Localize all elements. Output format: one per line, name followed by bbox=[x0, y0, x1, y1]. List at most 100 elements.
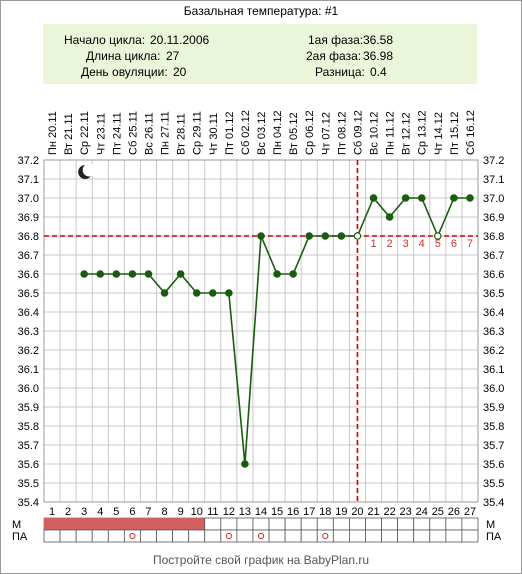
pa-cell bbox=[59, 529, 77, 543]
date-label: Пн 20.11 bbox=[47, 111, 59, 155]
day-number-label: 24 bbox=[416, 506, 428, 518]
temperature-point bbox=[160, 289, 169, 297]
pa-mark bbox=[225, 532, 232, 540]
temperature-point bbox=[208, 289, 217, 297]
post-ovulation-day-label: 3 bbox=[403, 238, 409, 250]
moon-icon-cutout bbox=[82, 163, 96, 177]
date-label: Вт 12.12 bbox=[401, 112, 413, 155]
post-ovulation-day-label: 4 bbox=[419, 238, 425, 250]
menses-cell-filled bbox=[75, 517, 93, 531]
menses-cell bbox=[268, 517, 286, 531]
date-label: Ср 13.12 bbox=[417, 110, 429, 155]
day-number-label: 12 bbox=[223, 506, 235, 518]
menses-cell bbox=[316, 517, 334, 531]
date-label: Сб 09.12 bbox=[352, 110, 364, 155]
y-tick-label-right: 36.8 bbox=[483, 231, 504, 243]
pa-cell bbox=[300, 529, 318, 543]
menses-cell bbox=[236, 517, 254, 531]
pa-mark bbox=[129, 532, 136, 540]
pa-cell bbox=[204, 529, 222, 543]
pa-cell bbox=[316, 529, 334, 543]
y-tick-label-right: 36.1 bbox=[483, 364, 504, 376]
menses-cell-filled bbox=[123, 517, 141, 531]
post-ovulation-day-label: 6 bbox=[451, 238, 457, 250]
temperature-point bbox=[241, 460, 249, 468]
y-tick-label-left: 35.8 bbox=[18, 421, 39, 433]
day-number-label: 26 bbox=[448, 506, 460, 518]
pa-mark bbox=[257, 532, 265, 540]
menses-cell bbox=[413, 517, 431, 531]
pa-cell bbox=[332, 529, 350, 543]
pa-cell bbox=[107, 529, 125, 543]
menses-cell bbox=[332, 517, 350, 531]
y-tick-label-right: 35.7 bbox=[483, 440, 504, 452]
menses-cell bbox=[300, 517, 318, 531]
cycle-length-value: 27 bbox=[166, 49, 180, 63]
date-label: Сб 16.12 bbox=[465, 110, 477, 155]
menses-cell bbox=[365, 517, 382, 531]
footer-link[interactable]: Постройте свой график на BabyPlan.ru bbox=[152, 553, 370, 567]
day-number-label: 5 bbox=[113, 506, 119, 518]
menses-cell bbox=[220, 517, 238, 531]
post-ovulation-day-label: 1 bbox=[370, 238, 376, 250]
y-tick-label-left: 37.0 bbox=[18, 193, 39, 205]
date-label: Ср 29.11 bbox=[192, 111, 204, 155]
ovulation-day-value: 20 bbox=[173, 65, 187, 79]
temperature-point bbox=[128, 270, 137, 278]
menses-cell bbox=[429, 517, 447, 531]
pa-cell bbox=[413, 529, 431, 543]
temperature-point bbox=[417, 194, 426, 202]
y-tick-label-left: 36.1 bbox=[18, 364, 39, 376]
day-number-label: 19 bbox=[335, 506, 347, 518]
pa-cell bbox=[140, 529, 157, 543]
y-tick-label-left: 37.1 bbox=[18, 174, 39, 186]
chart-title: Базальная температура: #1 bbox=[183, 4, 339, 18]
pa-cell bbox=[252, 529, 270, 543]
y-tick-label-right: 36.7 bbox=[483, 250, 504, 262]
difference-value: 0.4 bbox=[370, 65, 387, 79]
menses-cell bbox=[349, 517, 366, 531]
phase2-label: 2ая фаза: bbox=[306, 49, 362, 63]
y-tick-label-left: 37.2 bbox=[18, 155, 39, 167]
day-number-label: 13 bbox=[239, 506, 251, 518]
temperature-point bbox=[225, 289, 233, 297]
pa-cell bbox=[91, 529, 109, 543]
pa-cell bbox=[349, 529, 366, 543]
y-tick-label-right: 36.3 bbox=[483, 326, 504, 338]
date-label: Чт 23.11 bbox=[95, 113, 107, 155]
day-number-label: 18 bbox=[319, 506, 331, 518]
day-number-label: 11 bbox=[207, 506, 218, 518]
y-tick-label-right: 36.4 bbox=[483, 307, 504, 319]
temperature-point bbox=[401, 194, 410, 202]
temperature-point bbox=[112, 270, 121, 278]
date-label: Чт 07.12 bbox=[320, 112, 332, 155]
y-tick-label-right: 35.4 bbox=[483, 497, 504, 509]
temperature-point bbox=[450, 194, 458, 202]
y-tick-label-left: 36.0 bbox=[18, 383, 39, 395]
day-number-label: 17 bbox=[303, 506, 315, 518]
day-number-label: 1 bbox=[49, 506, 55, 518]
temperature-point bbox=[192, 289, 201, 297]
day-number-label: 16 bbox=[287, 506, 299, 518]
plot-area-border bbox=[43, 159, 479, 503]
y-tick-label-left: 35.6 bbox=[18, 459, 39, 471]
day-number-label: 22 bbox=[383, 506, 395, 518]
temperature-point-open bbox=[353, 232, 362, 240]
cycle-start-label: Начало цикла: bbox=[64, 33, 146, 47]
y-tick-label-left: 35.7 bbox=[18, 440, 39, 452]
pa-cell bbox=[268, 529, 286, 543]
menses-cell bbox=[204, 517, 222, 531]
day-number-label: 3 bbox=[81, 506, 87, 518]
menses-cell bbox=[445, 517, 463, 531]
day-number-label: 25 bbox=[432, 506, 444, 518]
temperature-point bbox=[385, 213, 394, 221]
day-number-label: 8 bbox=[161, 506, 167, 518]
y-tick-label-right: 35.9 bbox=[483, 402, 504, 414]
pa-cell bbox=[397, 529, 415, 543]
pa-cell bbox=[43, 529, 61, 543]
day-number-label: 23 bbox=[400, 506, 412, 518]
temperature-point bbox=[321, 232, 330, 240]
menses-cell-filled bbox=[59, 517, 77, 531]
temperature-point bbox=[80, 270, 88, 278]
date-label: Вт 21.11 bbox=[63, 113, 75, 155]
